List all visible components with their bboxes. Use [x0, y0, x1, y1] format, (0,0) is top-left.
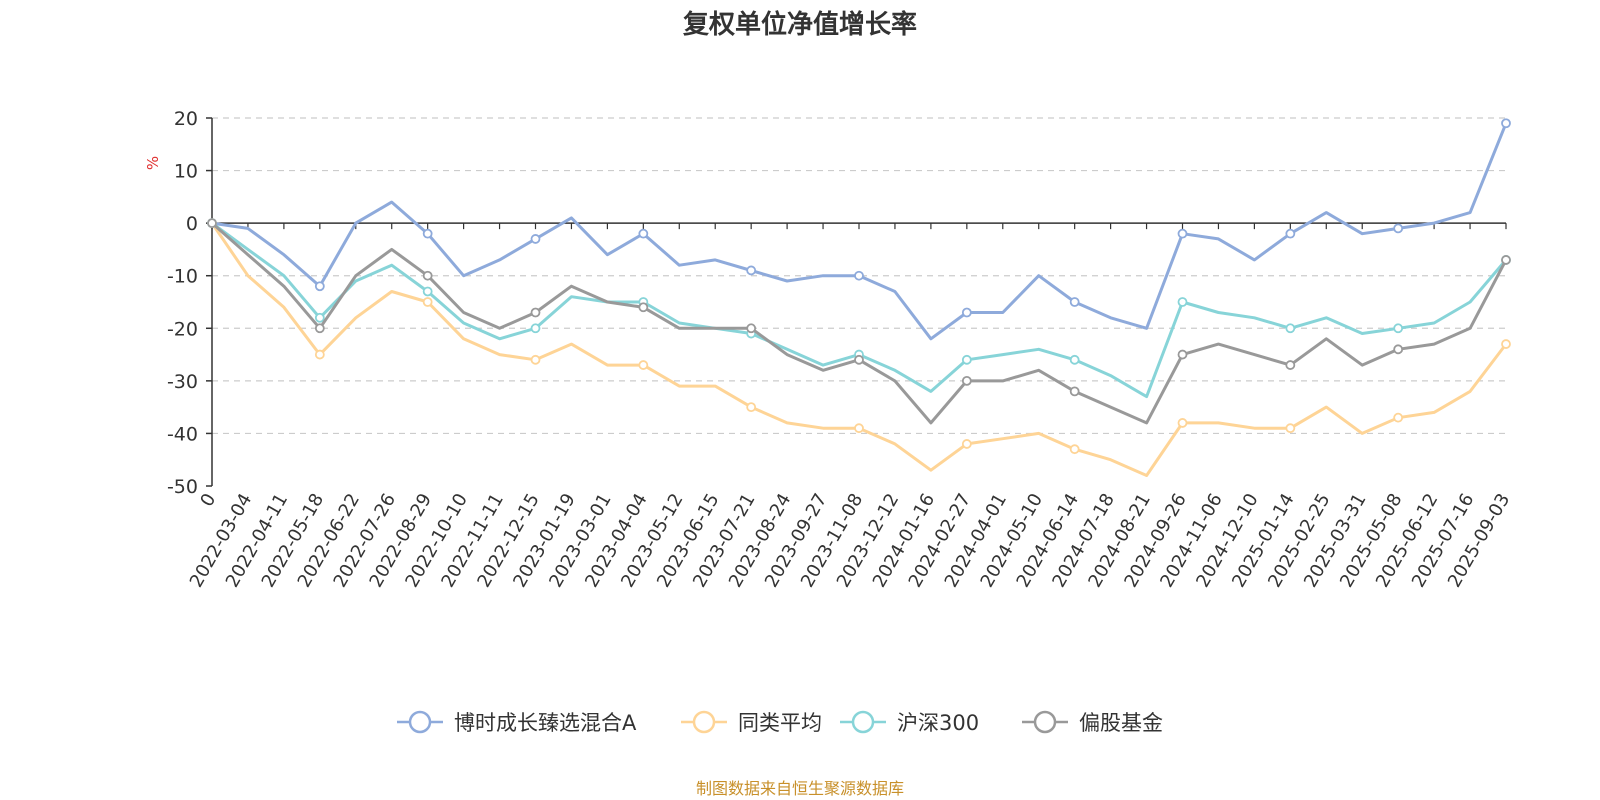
y-axis-label: % — [144, 156, 162, 170]
data-point — [1501, 255, 1511, 265]
data-point — [961, 439, 972, 449]
data-point — [314, 323, 325, 334]
y-tick-label: -20 — [167, 318, 198, 340]
data-point — [1393, 412, 1404, 423]
data-point — [638, 302, 649, 313]
data-point — [207, 218, 217, 229]
legend-item[interactable]: 偏股基金 — [1022, 710, 1163, 735]
data-point — [746, 402, 757, 413]
data-point — [530, 307, 541, 318]
data-point — [1285, 360, 1296, 370]
y-tick-label: -50 — [167, 476, 198, 498]
data-point — [854, 423, 864, 434]
series-line — [211, 221, 1508, 399]
legend-item[interactable]: 同类平均 — [681, 710, 822, 735]
series-0 — [207, 118, 1511, 341]
series-3 — [207, 218, 1511, 425]
data-point — [422, 297, 433, 307]
data-point — [530, 354, 541, 365]
data-point — [1501, 339, 1511, 349]
legend-item[interactable]: 博时成长臻选混合A — [397, 710, 637, 735]
data-source-note: 制图数据来自恒生聚源数据库 — [696, 779, 904, 798]
data-point — [1393, 344, 1404, 355]
legend-item[interactable]: 沪深300 — [840, 710, 979, 735]
data-point — [1069, 386, 1080, 397]
x-tick-label: 0 — [196, 490, 220, 510]
legend-marker — [408, 710, 432, 734]
data-point — [638, 360, 649, 370]
x-axis-ticks: 02022-03-042022-04-112022-05-182022-06-2… — [186, 223, 1514, 591]
data-point — [530, 323, 541, 334]
data-point — [961, 307, 972, 318]
data-point — [314, 281, 325, 292]
data-point — [961, 354, 972, 365]
legend[interactable]: 博时成长臻选混合A 同类平均 沪深300 偏股基金 — [397, 710, 1163, 735]
series-lines — [207, 118, 1511, 477]
data-point — [1069, 444, 1080, 455]
data-point — [1069, 297, 1080, 307]
data-point — [1069, 354, 1080, 365]
data-point — [422, 270, 433, 281]
data-point — [1393, 323, 1404, 334]
data-point — [854, 354, 864, 365]
data-point — [854, 270, 864, 281]
legend-marker — [851, 710, 875, 734]
axes — [211, 118, 1506, 486]
chart-title: 复权单位净值增长率 — [683, 9, 917, 40]
y-tick-label: 10 — [174, 161, 198, 183]
data-point — [1393, 223, 1404, 234]
series-line — [211, 122, 1508, 341]
data-point — [422, 286, 433, 297]
series-1 — [207, 218, 1511, 477]
y-tick-label: -10 — [167, 266, 198, 288]
data-point — [422, 228, 433, 239]
y-tick-label: 20 — [174, 108, 198, 130]
data-point — [1177, 349, 1188, 360]
y-tick-label: 0 — [186, 213, 198, 235]
legend-marker — [692, 710, 716, 734]
legend-label: 博时成长臻选混合A — [454, 711, 637, 735]
data-point — [1285, 323, 1296, 334]
data-point — [1177, 297, 1188, 307]
legend-marker — [1033, 710, 1057, 734]
data-point — [530, 234, 541, 244]
data-point — [1285, 228, 1296, 239]
data-point — [746, 265, 757, 276]
data-point — [1177, 418, 1188, 428]
legend-label: 沪深300 — [897, 711, 979, 735]
data-point — [314, 312, 325, 323]
data-point — [1177, 228, 1188, 239]
legend-label: 同类平均 — [738, 711, 822, 735]
y-tick-label: -30 — [167, 371, 198, 393]
y-tick-label: -40 — [167, 423, 198, 445]
data-point — [746, 323, 757, 334]
legend-label: 偏股基金 — [1079, 711, 1163, 735]
data-point — [1501, 118, 1511, 129]
data-point — [314, 349, 325, 360]
data-point — [961, 375, 972, 386]
y-axis-ticks: 20 10 0 -10 -20 -30 -40 -50 — [167, 108, 212, 498]
data-point — [1285, 423, 1296, 434]
series-2 — [207, 218, 1511, 399]
data-point — [638, 228, 649, 239]
